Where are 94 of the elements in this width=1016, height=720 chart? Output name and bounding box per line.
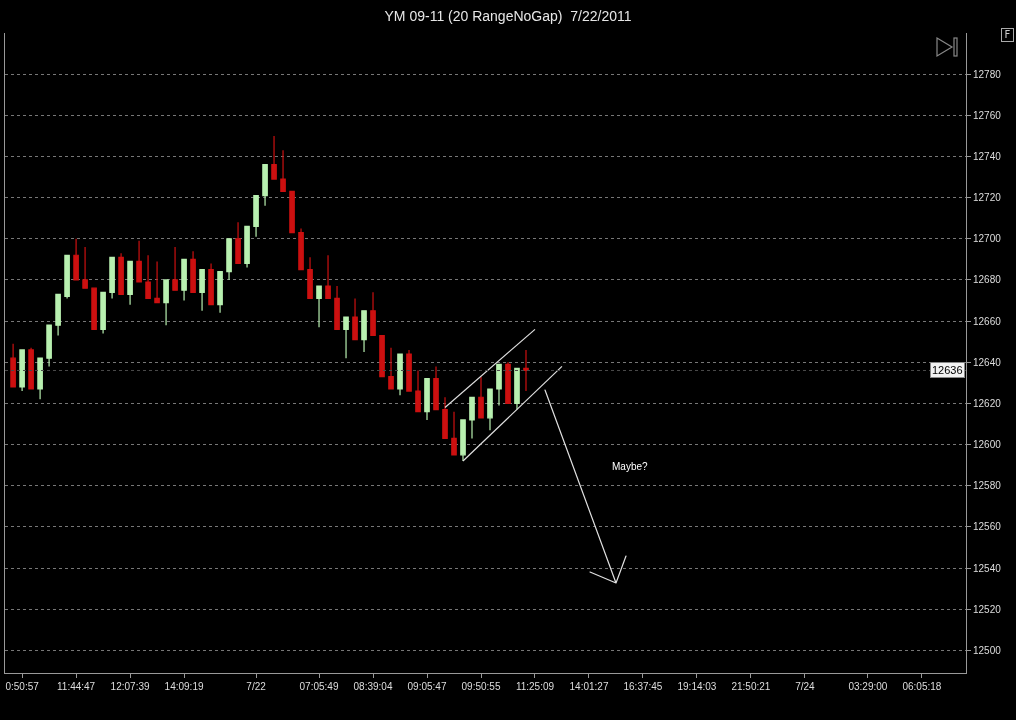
candlestick bbox=[109, 256, 115, 300]
candlestick bbox=[478, 376, 484, 419]
y-tick-label: 12720 bbox=[973, 192, 1002, 204]
candlestick bbox=[460, 419, 466, 462]
candlestick bbox=[199, 269, 205, 312]
y-tick-label: 12740 bbox=[973, 150, 1002, 162]
candlestick bbox=[352, 297, 358, 341]
annotation: Maybe? bbox=[612, 461, 649, 472]
ref-line-label: 12636 bbox=[932, 364, 963, 376]
candlestick bbox=[253, 194, 259, 238]
candlestick bbox=[19, 349, 25, 392]
candlestick bbox=[298, 227, 304, 271]
y-tick-label: 12520 bbox=[973, 603, 1002, 615]
candlestick bbox=[181, 258, 187, 302]
candlestick bbox=[289, 190, 295, 234]
candlestick bbox=[523, 349, 529, 392]
x-tick-label: 0:50:57 bbox=[5, 681, 40, 692]
candlestick bbox=[163, 279, 169, 326]
y-tick-label: 12780 bbox=[973, 68, 1002, 80]
x-tick-label: 14:09:19 bbox=[164, 681, 204, 692]
candlestick bbox=[55, 293, 61, 337]
candlestick bbox=[37, 357, 43, 400]
x-tick-label: 06:05:18 bbox=[902, 681, 942, 692]
candlestick bbox=[307, 256, 313, 300]
candlestick bbox=[280, 149, 286, 193]
x-tick-label: 14:01:27 bbox=[569, 681, 609, 692]
x-tick-label: 09:50:55 bbox=[461, 681, 501, 692]
candlestick bbox=[244, 225, 250, 269]
candlestick bbox=[343, 316, 349, 359]
x-tick-label: 08:39:04 bbox=[353, 681, 393, 692]
candlestick bbox=[469, 396, 475, 439]
y-tick-label: 12660 bbox=[973, 315, 1002, 327]
candlestick bbox=[442, 396, 448, 439]
candlestick bbox=[154, 260, 160, 304]
candlestick bbox=[370, 291, 376, 337]
chart-title: YM 09-11 (20 RangeNoGap) 7/22/2011 bbox=[384, 7, 632, 24]
candlestick bbox=[73, 238, 79, 281]
candlestick bbox=[208, 262, 214, 306]
candlestick bbox=[46, 324, 52, 367]
candlestick bbox=[406, 349, 412, 392]
candlestick bbox=[271, 135, 277, 180]
candlestick bbox=[325, 254, 331, 300]
candlestick bbox=[496, 363, 502, 407]
candlestick bbox=[64, 254, 70, 300]
candlestick bbox=[424, 378, 430, 421]
y-tick-label: 12640 bbox=[973, 356, 1002, 368]
y-tick-label: 12620 bbox=[973, 397, 1002, 409]
f-button: F bbox=[1001, 28, 1014, 42]
candlestick bbox=[262, 164, 268, 207]
y-tick-label: 12500 bbox=[973, 644, 1002, 656]
y-tick-label: 12560 bbox=[973, 521, 1002, 533]
y-tick-label: 12540 bbox=[973, 562, 1002, 574]
x-tick-label: 7/22 bbox=[246, 681, 267, 692]
candlestick bbox=[388, 347, 394, 390]
candlestick bbox=[415, 369, 421, 413]
x-tick-label: 12:07:39 bbox=[110, 681, 150, 692]
candlestick bbox=[10, 343, 16, 388]
x-tick-label: 16:37:45 bbox=[623, 681, 663, 692]
candlestick bbox=[397, 353, 403, 396]
x-tick-label: 09:05:47 bbox=[407, 681, 447, 692]
y-tick-label: 12680 bbox=[973, 274, 1002, 286]
candlestick bbox=[190, 250, 196, 293]
candlestick bbox=[172, 246, 178, 291]
candlestick bbox=[82, 246, 88, 289]
y-tick-label: 12580 bbox=[973, 480, 1002, 492]
candlestick bbox=[514, 367, 520, 411]
x-tick-label: 21:50:21 bbox=[731, 681, 771, 692]
candlestick bbox=[505, 361, 511, 405]
candlestick bbox=[379, 334, 385, 378]
candlestick bbox=[451, 411, 457, 456]
x-tick-label: 11:25:09 bbox=[515, 681, 555, 692]
x-tick-label: 7/24 bbox=[795, 681, 816, 692]
candlestick bbox=[235, 221, 241, 265]
candlestick bbox=[361, 310, 367, 353]
candlestick bbox=[487, 388, 493, 431]
x-tick-label: 11:44:47 bbox=[57, 681, 96, 692]
candlestick bbox=[433, 365, 439, 411]
candlestick bbox=[217, 271, 223, 314]
y-tick-label: 12760 bbox=[973, 109, 1002, 121]
candlestick bbox=[91, 287, 97, 330]
x-tick-label: 07:05:49 bbox=[299, 681, 339, 692]
x-tick-label: 03:29:00 bbox=[848, 681, 888, 692]
candlestick bbox=[136, 240, 142, 283]
candlestick bbox=[334, 285, 340, 330]
candlestick bbox=[100, 291, 106, 335]
candlestick bbox=[118, 252, 124, 295]
x-tick-label: 19:14:03 bbox=[677, 681, 717, 692]
y-tick-label: 12700 bbox=[973, 233, 1002, 245]
candlestick bbox=[127, 260, 133, 306]
candlestick bbox=[145, 254, 151, 300]
candlestick bbox=[28, 347, 34, 390]
candlestick bbox=[226, 238, 232, 281]
candlestick bbox=[316, 285, 322, 328]
y-tick-label: 12600 bbox=[973, 439, 1002, 451]
